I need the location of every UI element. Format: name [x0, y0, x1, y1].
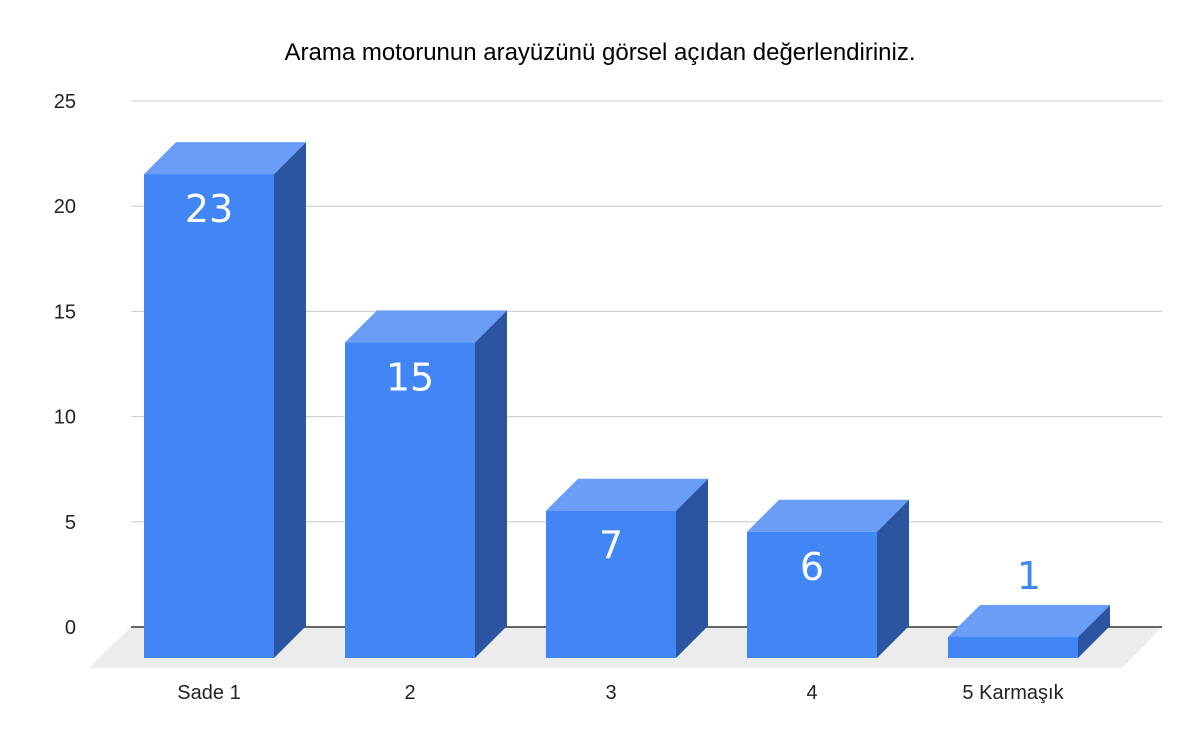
bar-top-face	[747, 499, 909, 532]
bar-front-face	[948, 636, 1078, 658]
x-axis-categories: Sade 1 2 3 4 5 Karmaşık	[177, 682, 1064, 704]
bar-side-face	[676, 478, 708, 658]
x-category-label: 4	[806, 682, 817, 704]
data-labels: 23 15 7 6 1	[185, 187, 1041, 598]
x-category-label: 3	[605, 682, 616, 704]
data-label: 15	[386, 355, 434, 399]
bar-side-face	[877, 499, 909, 658]
bar-front-face	[144, 174, 274, 658]
bar	[144, 142, 306, 658]
bar-front-face	[546, 510, 676, 658]
x-category-label: 2	[404, 682, 415, 704]
bar-side-face	[475, 310, 507, 658]
y-tick-label: 25	[54, 91, 76, 113]
data-label: 23	[185, 187, 233, 231]
data-label: 7	[599, 524, 623, 568]
y-tick-label: 0	[65, 617, 76, 639]
y-tick-label: 10	[54, 407, 76, 429]
bar	[345, 310, 507, 658]
bar-front-face	[747, 531, 877, 658]
y-tick-label: 15	[54, 301, 76, 323]
chart-title: Arama motorunun arayüzünü görsel açıdan …	[284, 39, 915, 66]
bar-top-face	[144, 142, 306, 175]
bar-top-face	[948, 604, 1110, 637]
bar	[948, 604, 1110, 658]
bar-top-face	[345, 310, 507, 343]
x-category-label: Sade 1	[177, 682, 240, 704]
bar	[546, 478, 708, 658]
bar	[747, 499, 909, 658]
y-axis-ticks: 0 5 10 15 20 25	[54, 91, 76, 639]
x-category-label: 5 Karmaşık	[962, 682, 1064, 704]
y-tick-label: 20	[54, 196, 76, 218]
y-tick-label: 5	[65, 512, 76, 534]
data-label: 1	[1017, 554, 1041, 598]
bar-top-face	[546, 478, 708, 511]
bars	[144, 142, 1110, 658]
bar-side-face	[274, 142, 306, 658]
bar-front-face	[345, 342, 475, 658]
bar-side-face	[1078, 604, 1110, 658]
data-label: 6	[800, 545, 824, 589]
